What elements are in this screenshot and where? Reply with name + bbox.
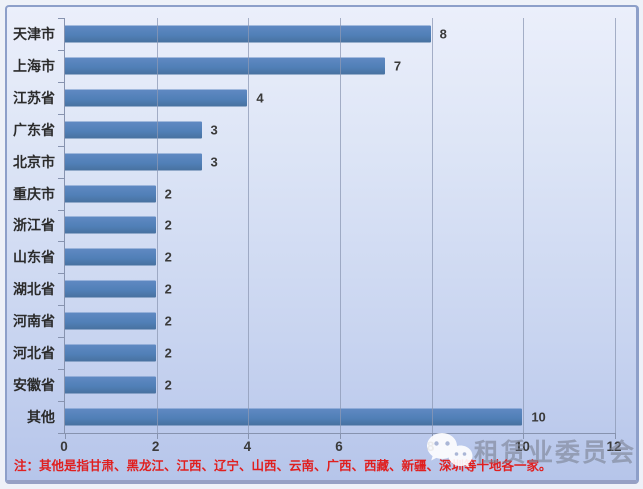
bar (64, 248, 156, 266)
bar-row: 河北省 2 (11, 337, 614, 369)
bar (64, 89, 248, 107)
value-label: 2 (164, 281, 172, 297)
bar (64, 408, 523, 426)
x-axis-tick-label: 10 (514, 439, 530, 454)
value-label: 2 (164, 249, 172, 265)
category-label: 山东省 (13, 249, 55, 266)
bar-track: 3 (64, 146, 614, 178)
bar-track: 2 (64, 337, 614, 369)
category-label: 浙江省 (13, 217, 55, 234)
bar (64, 216, 156, 234)
bar-track: 3 (64, 114, 614, 146)
value-label: 2 (164, 217, 172, 233)
gridline (615, 18, 616, 433)
category-label: 其他 (27, 409, 55, 426)
bar (64, 376, 156, 394)
x-axis-tick-label: 4 (243, 439, 252, 454)
bar-row: 安徽省 2 (11, 369, 614, 401)
x-axis-tick-label: 0 (60, 439, 68, 454)
category-label: 广东省 (13, 121, 55, 138)
chart-frame: 天津市 8 上海市 7 江苏省 4 广东省 3 北京市 3 重庆市 2 浙江省 2 山东省 2 湖北省 2 河南省 2… (5, 5, 639, 484)
bar-track: 2 (64, 369, 614, 401)
bar (64, 344, 156, 362)
bar (64, 25, 431, 43)
bar-track: 2 (64, 273, 614, 305)
value-label: 3 (210, 154, 218, 170)
value-label: 3 (210, 122, 218, 138)
value-label: 2 (164, 313, 172, 329)
bar-row: 上海市 7 (11, 50, 614, 82)
bar-track: 10 (64, 401, 614, 433)
bar-row: 天津市 8 (11, 18, 614, 50)
bar (64, 312, 156, 330)
category-label: 湖北省 (13, 281, 55, 298)
category-label: 上海市 (13, 57, 55, 74)
category-label: 北京市 (13, 153, 55, 170)
value-label: 2 (164, 186, 172, 202)
bar-row: 江苏省 4 (11, 82, 614, 114)
category-label: 江苏省 (13, 89, 55, 106)
x-axis-tick-label: 2 (151, 439, 160, 454)
bar (64, 153, 202, 171)
bar (64, 121, 202, 139)
value-label: 10 (531, 409, 546, 425)
bar-track: 4 (64, 82, 614, 114)
bar-track: 2 (64, 305, 614, 337)
bar-row: 山东省 2 (11, 241, 614, 273)
bar-row: 河南省 2 (11, 305, 614, 337)
y-axis-tick (58, 433, 65, 434)
value-label: 2 (164, 377, 172, 393)
bar (64, 57, 385, 75)
value-label: 2 (164, 345, 172, 361)
bar (64, 185, 156, 203)
bar-track: 2 (64, 178, 614, 210)
x-axis-tick-label: 6 (335, 439, 343, 454)
x-axis-tick-label: 12 (606, 439, 622, 454)
bar-track: 7 (64, 50, 614, 82)
footnote: 注：其他是指甘肃、黑龙江、江西、辽宁、山西、云南、广西、西藏、新疆、深圳等十地各… (14, 459, 552, 473)
category-label: 安徽省 (13, 377, 55, 394)
category-label: 河北省 (13, 345, 55, 362)
bar-row: 浙江省 2 (11, 210, 614, 242)
bar-row: 重庆市 2 (11, 178, 614, 210)
bar-track: 2 (64, 241, 614, 273)
category-label: 天津市 (13, 25, 55, 42)
value-label: 7 (393, 58, 402, 74)
bar-row: 北京市 3 (11, 146, 614, 178)
bar-row: 湖北省 2 (11, 273, 614, 305)
value-label: 8 (439, 26, 447, 42)
x-axis-tick-label: 8 (426, 439, 435, 454)
bar-track: 2 (64, 210, 614, 242)
category-label: 河南省 (13, 313, 55, 330)
category-label: 重庆市 (13, 185, 55, 202)
bar (64, 280, 156, 298)
bar-rows: 天津市 8 上海市 7 江苏省 4 广东省 3 北京市 3 重庆市 2 浙江省 2 山东省 2 湖北省 2 河南省 2… (11, 18, 614, 433)
bar-row: 其他 10 (11, 401, 614, 433)
value-label: 4 (256, 90, 264, 106)
bar-row: 广东省 3 (11, 114, 614, 146)
bar-track: 8 (64, 18, 614, 50)
